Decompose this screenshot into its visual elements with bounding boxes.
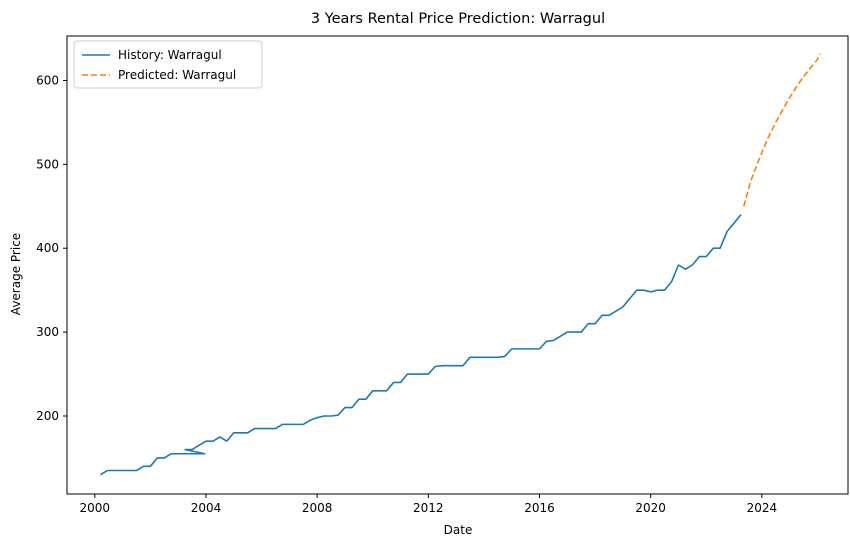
history-series-line [99, 214, 742, 476]
x-tick-label: 2024 [747, 501, 778, 515]
y-tick-label: 500 [36, 157, 59, 171]
x-tick-label: 2012 [413, 501, 444, 515]
y-tick-label: 600 [36, 73, 59, 87]
x-tick-label: 2008 [302, 501, 333, 515]
x-tick-label: 2016 [524, 501, 555, 515]
y-axis-label: Average Price [9, 233, 23, 315]
y-tick-label: 400 [36, 241, 59, 255]
x-axis: 2000 2004 2008 2012 2016 2020 2024 [80, 494, 778, 515]
legend-label: History: Warragul [118, 48, 222, 62]
y-tick-label: 300 [36, 325, 59, 339]
x-axis-label: Date [444, 523, 473, 537]
legend: History: Warragul Predicted: Warragul [73, 40, 263, 89]
legend-box [73, 40, 263, 89]
chart-title: 3 Years Rental Price Prediction: Warragu… [311, 11, 605, 27]
plot-area [99, 53, 821, 476]
predicted-series-line [742, 53, 821, 207]
y-tick-label: 200 [36, 409, 59, 423]
x-tick-label: 2000 [80, 501, 111, 515]
y-axis: 200 300 400 500 600 [36, 73, 67, 423]
x-tick-label: 2004 [191, 501, 222, 515]
plot-frame [66, 35, 849, 495]
legend-label: Predicted: Warragul [118, 68, 236, 82]
x-tick-label: 2020 [635, 501, 666, 515]
